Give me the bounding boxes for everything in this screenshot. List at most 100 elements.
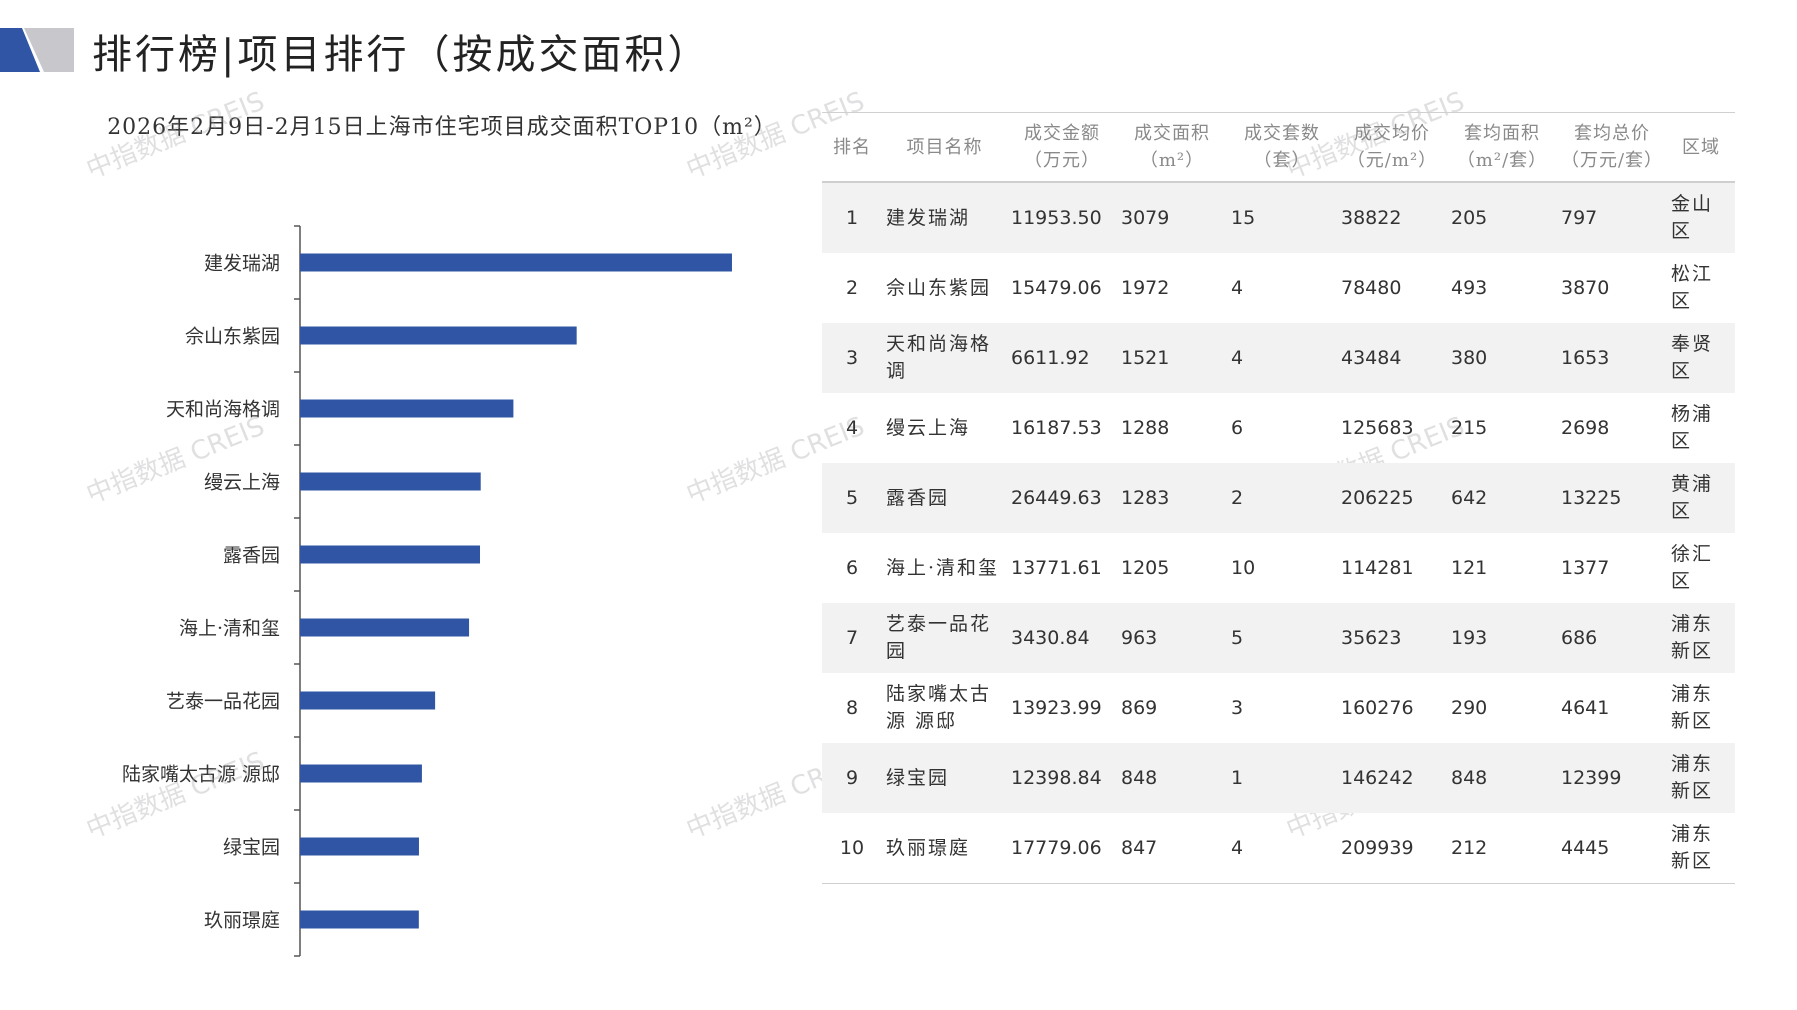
column-header-line: （m²） bbox=[1139, 150, 1205, 171]
table-cell: 1288 bbox=[1121, 416, 1170, 439]
column-header-line: 项目名称 bbox=[906, 136, 983, 158]
table-row: 2 佘山东紫园 15479.06 1972 4 78480 493 3870 松江区 bbox=[822, 253, 1735, 323]
table-cell: 9 bbox=[822, 743, 882, 813]
table-body: 1 建发瑞湖 11953.50 3079 15 38822 205 797 金山区 2 佘山东紫园 1… bbox=[822, 182, 1735, 884]
bar bbox=[300, 618, 470, 637]
column-header-line: 成交面积 bbox=[1134, 123, 1210, 144]
table-cell: 125683 bbox=[1341, 416, 1414, 439]
table-cell: 847 bbox=[1117, 813, 1227, 884]
table-cell: 215 bbox=[1451, 416, 1488, 439]
table-cell: 浦东新区 bbox=[1671, 683, 1714, 732]
table-cell: 1 bbox=[822, 182, 882, 253]
table-cell: 205 bbox=[1447, 182, 1557, 253]
table-cell: 206225 bbox=[1337, 463, 1447, 533]
table-cell: 2 bbox=[845, 276, 859, 299]
bar bbox=[300, 910, 419, 929]
table-cell: 4445 bbox=[1557, 813, 1667, 884]
table-cell: 3079 bbox=[1117, 182, 1227, 253]
table-cell: 16187.53 bbox=[1011, 416, 1102, 439]
column-header: 区域 bbox=[1667, 112, 1735, 183]
category-label: 建发瑞湖 bbox=[204, 253, 280, 275]
table-cell: 43484 bbox=[1337, 323, 1447, 393]
page-title: 排行榜|项目排行（按成交面积） bbox=[92, 32, 711, 78]
table-cell: 5 bbox=[822, 463, 882, 533]
table-cell: 12399 bbox=[1557, 743, 1667, 813]
category-label: 绿宝园 bbox=[223, 837, 280, 859]
table-cell: 2 bbox=[1227, 463, 1337, 533]
column-header: 成交套数 （套） bbox=[1227, 112, 1337, 183]
category-label: 艺泰一品花园 bbox=[166, 691, 280, 713]
table-cell: 121 bbox=[1451, 556, 1488, 579]
column-header-line: （套） bbox=[1253, 150, 1311, 171]
category-label: 缦云上海 bbox=[204, 472, 280, 494]
column-header-line: 排名 bbox=[833, 136, 871, 158]
table-row: 1 建发瑞湖 11953.50 3079 15 38822 205 797 金山区 bbox=[822, 182, 1735, 253]
table-cell: 3 bbox=[822, 323, 882, 393]
column-header-line: 套均面积 bbox=[1464, 123, 1540, 144]
table-cell: 奉贤区 bbox=[1667, 323, 1735, 393]
table-cell: 12398.84 bbox=[1007, 743, 1117, 813]
bar-chart: 建发瑞湖佘山东紫园天和尚海格调缦云上海露香园海上·清和玺艺泰一品花园陆家嘴太古源… bbox=[122, 225, 732, 957]
category-label: 陆家嘴太古源 源邸 bbox=[122, 764, 280, 786]
table-cell: 38822 bbox=[1337, 182, 1447, 253]
column-header: 套均面积 （m²/套） bbox=[1447, 112, 1557, 183]
column-header-line: 成交均价 bbox=[1354, 123, 1430, 144]
table-cell: 1283 bbox=[1117, 463, 1227, 533]
table-row: 7 艺泰一品花园 3430.84 963 5 35623 193 686 浦东新区 bbox=[822, 603, 1735, 673]
table-cell: 193 bbox=[1447, 603, 1557, 673]
table-cell: 963 bbox=[1117, 603, 1227, 673]
brand-logo-icon bbox=[0, 28, 74, 72]
table-cell: 1521 bbox=[1117, 323, 1227, 393]
table-cell: 玖丽璟庭 bbox=[882, 813, 1007, 884]
table-cell: 杨浦区 bbox=[1671, 403, 1714, 452]
table-row: 5 露香园 26449.63 1283 2 206225 642 13225 黄浦区 bbox=[822, 463, 1735, 533]
bar bbox=[300, 399, 514, 418]
table-cell: 1377 bbox=[1561, 556, 1610, 579]
table-cell: 佘山东紫园 bbox=[886, 276, 992, 299]
table-cell: 15 bbox=[1227, 182, 1337, 253]
bar bbox=[300, 837, 419, 856]
table-cell: 13771.61 bbox=[1011, 556, 1102, 579]
table-row: 3 天和尚海格调 6611.92 1521 4 43484 380 1653 奉贤区 bbox=[822, 323, 1735, 393]
column-header-line: 成交金额 bbox=[1024, 123, 1100, 144]
table-cell: 160276 bbox=[1341, 696, 1414, 719]
table-cell: 4 bbox=[845, 416, 859, 439]
table-cell: 1972 bbox=[1121, 276, 1170, 299]
column-header-line: （m²/套） bbox=[1456, 150, 1548, 171]
table-cell: 13923.99 bbox=[1011, 696, 1102, 719]
column-header: 成交金额 （万元） bbox=[1007, 112, 1117, 183]
table-cell: 松江区 bbox=[1671, 263, 1714, 312]
table-cell: 114281 bbox=[1341, 556, 1414, 579]
table-cell: 天和尚海格调 bbox=[882, 323, 1007, 393]
table-cell: 17779.06 bbox=[1007, 813, 1117, 884]
table-header-row: 排名 项目名称 成交金额 （万元） 成交面积 （m²） 成交套数 （套） 成交均价 （元/m²） 套… bbox=[822, 112, 1735, 183]
table-cell: 4 bbox=[1231, 276, 1244, 299]
table-cell: 浦东新区 bbox=[1667, 743, 1735, 813]
table-cell: 380 bbox=[1447, 323, 1557, 393]
table-cell: 3 bbox=[1231, 696, 1244, 719]
table-cell: 艺泰一品花园 bbox=[882, 603, 1007, 673]
ranking-table: 排名 项目名称 成交金额 （万元） 成交面积 （m²） 成交套数 （套） 成交均价 （元/m²） 套… bbox=[822, 112, 1735, 884]
column-header-line: 套均总价 bbox=[1574, 123, 1650, 144]
table-cell: 209939 bbox=[1337, 813, 1447, 884]
table-cell: 869 bbox=[1121, 696, 1158, 719]
column-header-line: 区域 bbox=[1682, 136, 1720, 158]
column-header-line: 成交套数 bbox=[1244, 123, 1320, 144]
bar bbox=[300, 472, 481, 491]
table-cell: 浦东新区 bbox=[1667, 813, 1735, 884]
category-label: 海上·清和玺 bbox=[179, 618, 280, 640]
table-row: 4 缦云上海 16187.53 1288 6 125683 215 2698 杨浦区 bbox=[822, 393, 1735, 463]
table-cell: 2698 bbox=[1561, 416, 1610, 439]
table-row: 9 绿宝园 12398.84 848 1 146242 848 12399 浦东新区 bbox=[822, 743, 1735, 813]
table-cell: 493 bbox=[1451, 276, 1488, 299]
column-header-line: （万元） bbox=[1024, 150, 1100, 171]
column-header: 成交面积 （m²） bbox=[1117, 112, 1227, 183]
table-cell: 10 bbox=[822, 813, 882, 884]
column-header-line: （万元/套） bbox=[1560, 150, 1664, 171]
table-cell: 海上·清和玺 bbox=[886, 556, 1000, 579]
table-cell: 7 bbox=[822, 603, 882, 673]
table-cell: 4641 bbox=[1561, 696, 1610, 719]
table-cell: 10 bbox=[1231, 556, 1256, 579]
table-cell: 35623 bbox=[1337, 603, 1447, 673]
column-header: 套均总价 （万元/套） bbox=[1557, 112, 1667, 183]
